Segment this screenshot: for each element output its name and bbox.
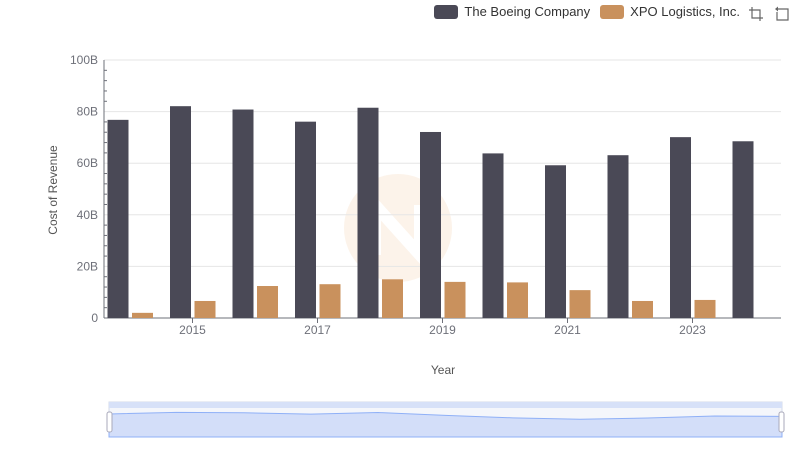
bar-boeing-2020[interactable]: [482, 153, 504, 318]
y-tick-label: 80B: [77, 105, 98, 119]
bar-boeing-2017[interactable]: [295, 121, 316, 318]
bar-xpo-2021[interactable]: [569, 290, 591, 318]
bar-xpo-2015[interactable]: [194, 300, 216, 318]
restore-icon[interactable]: [774, 6, 790, 22]
bar-xpo-2019[interactable]: [444, 281, 466, 318]
y-tick-label: 0: [91, 311, 98, 325]
y-tick-label: 100B: [70, 53, 98, 67]
bar-xpo-2018[interactable]: [382, 279, 403, 318]
zoom-top-bar[interactable]: [109, 402, 782, 408]
bar-boeing-2015[interactable]: [170, 106, 191, 318]
zoom-icon[interactable]: [748, 6, 764, 22]
bar-xpo-2017[interactable]: [319, 284, 341, 318]
legend: The Boeing Company XPO Logistics, Inc.: [434, 4, 740, 19]
bar-boeing-2024[interactable]: [732, 141, 754, 318]
bar-boeing-2018[interactable]: [357, 107, 379, 318]
bar-boeing-2019[interactable]: [420, 131, 441, 318]
zoom-preview-area: [108, 411, 783, 438]
legend-label-boeing: The Boeing Company: [464, 4, 591, 19]
zoom-handle-left[interactable]: [106, 411, 113, 433]
y-tick-label: 40B: [77, 208, 98, 222]
bar-boeing-2021[interactable]: [545, 165, 566, 318]
legend-swatch-boeing: [434, 4, 459, 19]
bar-boeing-2016[interactable]: [232, 109, 254, 318]
legend-swatch-xpo: [600, 4, 625, 19]
bar-boeing-2014[interactable]: [107, 119, 129, 318]
bar-xpo-2020[interactable]: [507, 282, 528, 318]
bar-xpo-2014[interactable]: [132, 312, 153, 318]
bar-xpo-2016[interactable]: [257, 286, 278, 318]
x-tick-label: 2019: [429, 323, 456, 337]
legend-label-xpo: XPO Logistics, Inc.: [630, 4, 740, 19]
x-tick-label: 2017: [304, 323, 331, 337]
data-zoom-slider[interactable]: [106, 401, 785, 438]
legend-item-boeing[interactable]: The Boeing Company: [434, 4, 590, 19]
legend-item-xpo[interactable]: XPO Logistics, Inc.: [600, 4, 740, 19]
y-tick-label: 60B: [77, 156, 98, 170]
x-tick-label: 2021: [554, 323, 581, 337]
toolbox: [748, 6, 790, 22]
x-axis-title: Year: [431, 363, 455, 377]
x-tick-label: 2023: [679, 323, 706, 337]
bar-xpo-2023[interactable]: [694, 299, 716, 318]
y-tick-label: 20B: [77, 259, 98, 273]
y-axis-title: Cost of Revenue: [46, 145, 60, 235]
bar-boeing-2022[interactable]: [607, 155, 629, 318]
bar-xpo-2022[interactable]: [632, 300, 653, 318]
zoom-handle-right[interactable]: [778, 411, 785, 433]
x-tick-label: 2015: [179, 323, 206, 337]
bar-boeing-2023[interactable]: [670, 137, 691, 318]
